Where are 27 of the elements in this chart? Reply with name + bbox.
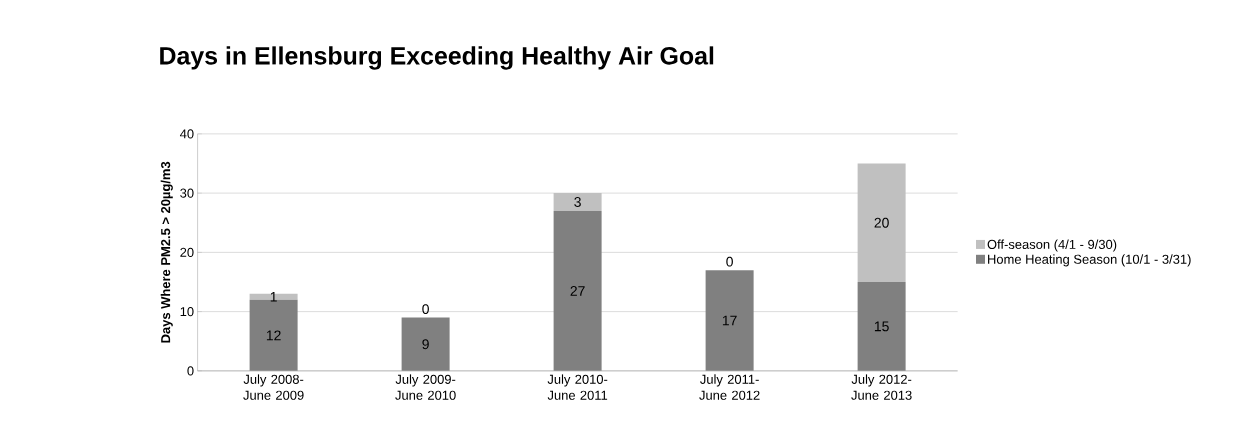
y-tick-label: 0 [187,366,194,376]
y-tick-label: 30 [180,188,194,198]
y-tick-label: 20 [180,247,194,257]
data-label: 27 [570,285,585,296]
x-tick-label: July 2008- June 2009 [243,374,304,400]
data-label: 12 [266,330,281,341]
x-tick-label: July 2009- June 2010 [395,374,456,400]
bar [553,193,602,211]
data-label: 15 [874,321,889,332]
legend-label: Home Heating Season (10/1 - 3/31) [988,254,1191,267]
y-tick-label: 10 [180,307,194,317]
data-label: 1 [270,292,277,302]
bar [857,163,906,282]
x-tick-label: July 2010- June 2011 [547,374,608,400]
data-label: 0 [422,304,429,315]
legend-label: Off-season (4/1 - 9/30) [987,239,1117,252]
chart-title: Days in Ellensburg Exceeding Healthy Air Goal [160,46,714,70]
data-label: 3 [574,197,581,207]
bar [249,293,298,300]
y-tick-label: 40 [179,129,194,139]
data-label: 20 [874,217,889,228]
data-label: 17 [722,315,737,326]
y-axis-title: Days Where PM2.5 > 20µg/m3 [160,161,173,343]
data-label: 0 [726,256,733,267]
data-label: 9 [422,339,429,350]
x-tick-label: July 2011- June 2012 [699,374,760,400]
x-tick-label: July 2012- June 2013 [851,374,912,400]
